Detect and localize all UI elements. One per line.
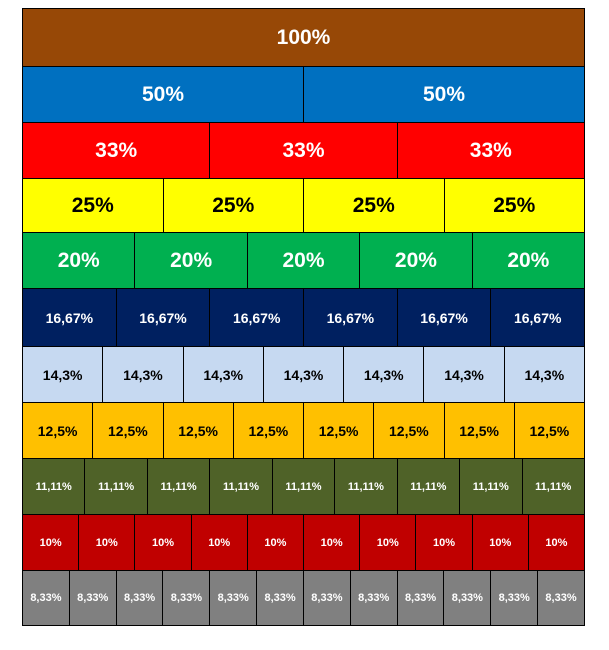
fraction-cell: 10%: [191, 515, 248, 570]
fraction-cell: 10%: [472, 515, 529, 570]
fraction-row-6: 16,67% 16,67% 16,67% 16,67% 16,67% 16,67%: [22, 288, 585, 346]
fraction-cell: 25%: [304, 179, 445, 232]
fraction-row-4: 25% 25% 25% 25%: [22, 178, 585, 232]
fraction-cell: 25%: [163, 179, 304, 232]
fraction-cell: 14,3%: [23, 347, 104, 402]
fraction-cell: 10%: [247, 515, 305, 570]
fraction-cell: 16,67%: [491, 289, 585, 346]
fraction-cell: 12,5%: [374, 403, 445, 458]
fraction-cell: 8,33%: [23, 571, 70, 625]
fraction-row-8: 12,5% 12,5% 12,5% 12,5% 12,5% 12,5% 12,5% 12,5%: [22, 402, 585, 458]
fraction-cell: 10%: [304, 515, 361, 570]
fraction-cell: 8,33%: [444, 571, 492, 625]
fraction-row-10: 10% 10% 10% 10% 10% 10% 10% 10% 10% 10%: [22, 514, 585, 570]
fraction-row-2: 50% 50%: [22, 66, 585, 122]
fraction-cell: 25%: [444, 179, 584, 232]
fraction-cell: 12,5%: [163, 403, 234, 458]
fraction-cell: 25%: [23, 179, 164, 232]
fraction-cell: 8,33%: [163, 571, 211, 625]
fraction-cell: 10%: [416, 515, 473, 570]
fraction-cell: 10%: [360, 515, 417, 570]
fraction-cell: 12,5%: [23, 403, 94, 458]
fraction-cell: 14,3%: [424, 347, 505, 402]
fraction-cell: 12,5%: [233, 403, 304, 458]
fraction-cell: 14,3%: [504, 347, 584, 402]
fraction-cell: 20%: [23, 233, 136, 288]
fraction-cell: 11,11%: [335, 459, 398, 514]
fraction-cell: 12,5%: [304, 403, 375, 458]
fraction-cell: 10%: [135, 515, 192, 570]
fraction-cell: 33%: [210, 123, 398, 178]
fraction-row-7: 14,3% 14,3% 14,3% 14,3% 14,3% 14,3% 14,3%: [22, 346, 585, 402]
fraction-cell: 8,33%: [538, 571, 584, 625]
fraction-cell: 50%: [23, 67, 304, 122]
fraction-cell: 8,33%: [350, 571, 398, 625]
fraction-cell: 20%: [247, 233, 361, 288]
fraction-cell: 11,11%: [272, 459, 336, 514]
fraction-cell: 16,67%: [116, 289, 211, 346]
fraction-cell: 10%: [79, 515, 136, 570]
fraction-cell: 100%: [23, 9, 584, 66]
fraction-cell: 10%: [528, 515, 585, 570]
fraction-cell: 16,67%: [210, 289, 305, 346]
fraction-cell: 8,33%: [69, 571, 117, 625]
fraction-cell: 11,11%: [147, 459, 211, 514]
fraction-row-1: 100%: [22, 8, 585, 66]
fraction-cell: 12,5%: [514, 403, 584, 458]
fraction-cell: 8,33%: [491, 571, 539, 625]
fraction-cell: 20%: [135, 233, 248, 288]
fraction-cell: 14,3%: [183, 347, 264, 402]
fraction-cell: 11,11%: [23, 459, 86, 514]
fraction-cell: 8,33%: [257, 571, 304, 625]
fraction-cell: 20%: [472, 233, 585, 288]
fraction-cell: 11,11%: [210, 459, 273, 514]
fraction-cell: 14,3%: [263, 347, 345, 402]
fraction-cell: 50%: [304, 67, 584, 122]
fraction-cell: 11,11%: [522, 459, 584, 514]
fraction-cell: 12,5%: [444, 403, 515, 458]
fraction-cell: 8,33%: [116, 571, 164, 625]
fraction-cell: 11,11%: [397, 459, 461, 514]
fraction-cell: 10%: [23, 515, 80, 570]
fraction-cell: 8,33%: [210, 571, 258, 625]
fraction-cell: 16,67%: [397, 289, 492, 346]
fraction-cell: 14,3%: [103, 347, 184, 402]
fraction-cell: 8,33%: [397, 571, 445, 625]
fraction-cell: 14,3%: [344, 347, 425, 402]
fraction-cell: 20%: [360, 233, 473, 288]
fraction-cell: 33%: [397, 123, 584, 178]
fraction-row-3: 33% 33% 33%: [22, 122, 585, 178]
fraction-cell: 11,11%: [460, 459, 523, 514]
fraction-cell: 16,67%: [304, 289, 398, 346]
fraction-wall: 100% 50% 50% 33% 33% 33% 25% 25% 25% 25% 20% 20% 20%…: [22, 8, 585, 626]
fraction-row-5: 20% 20% 20% 20% 20%: [22, 232, 585, 288]
fraction-row-9: 11,11% 11,11% 11,11% 11,11% 11,11% 11,11% 11,1…: [22, 458, 585, 514]
fraction-cell: 33%: [23, 123, 211, 178]
fraction-cell: 16,67%: [23, 289, 117, 346]
fraction-cell: 12,5%: [93, 403, 164, 458]
fraction-cell: 8,33%: [303, 571, 351, 625]
fraction-cell: 11,11%: [85, 459, 148, 514]
fraction-row-12: 8,33% 8,33% 8,33% 8,33% 8,33% 8,33% 8,33% 8,33%…: [22, 570, 585, 626]
